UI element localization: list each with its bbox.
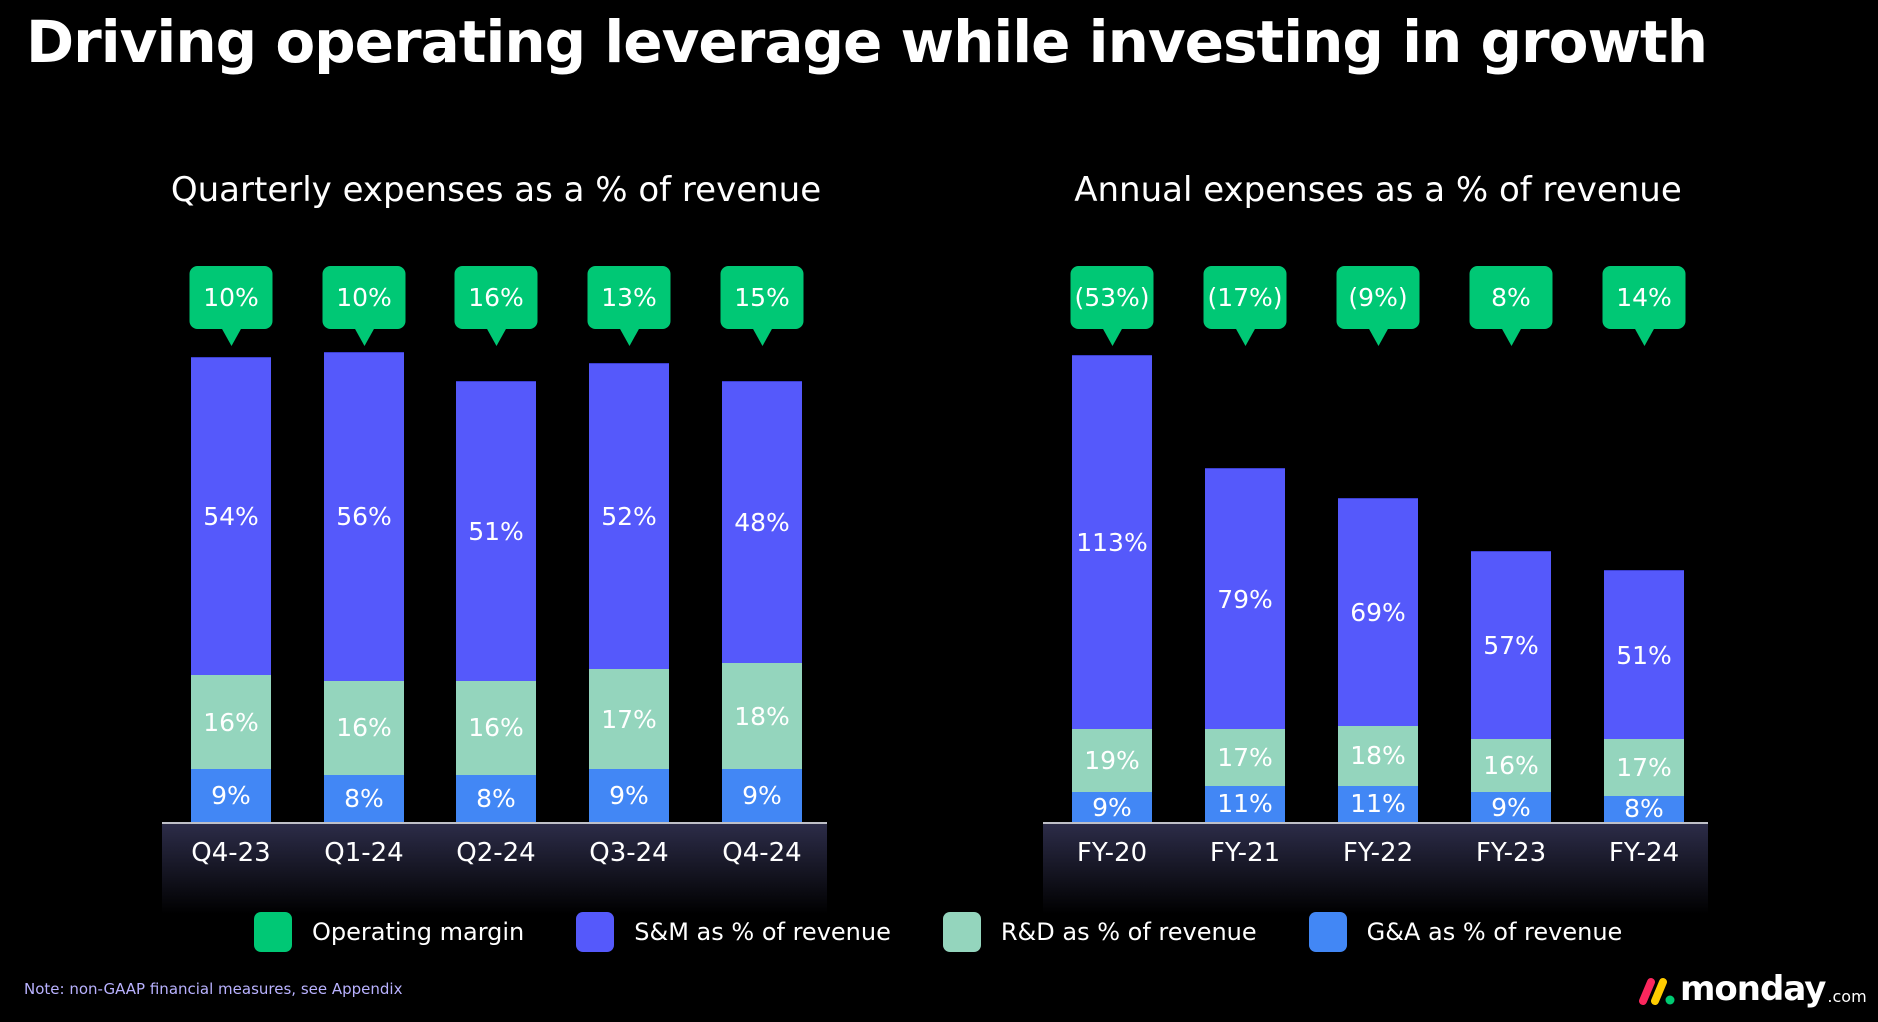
page-title: Driving operating leverage while investi… [26,8,1708,76]
legend-label: R&D as % of revenue [1000,918,1257,946]
annual-bar-ga: 8% [1604,794,1684,823]
quarterly-bar-rd: 16% [191,675,271,770]
logo-text: monday [1680,969,1826,1009]
legend-swatch [1308,912,1347,952]
legend-label: G&A as % of revenue [1366,918,1623,946]
annual-bar-ga: 11% [1338,785,1418,822]
quarterly-category-label: Q2-24 [456,838,536,868]
quarterly-bar-sm: 51% [456,381,536,681]
legend-swatch [254,912,292,952]
legend-item-operating-margin: Operating margin [254,912,524,952]
annual-category-label: FY-23 [1475,838,1547,868]
quarterly-operating-margin-callout: 10% [322,266,406,346]
quarterly-bar-ga: 8% [456,774,536,822]
annual-bar-ga: 9% [1471,792,1551,822]
annual-category-label: FY-22 [1342,838,1414,868]
quarterly-bar-rd: 17% [589,669,669,770]
annual-bar-rd: 17% [1205,729,1285,786]
annual-bar-sm: 113% [1072,355,1152,730]
annual-axis-band [1043,822,1708,914]
annual-bar-rd: 17% [1604,739,1684,796]
annual-category-label: FY-24 [1608,838,1680,868]
legend-label: Operating margin [312,918,525,946]
legend-item-sm: S&M as % of revenue [576,912,891,952]
footnote: Note: non-GAAP financial measures, see A… [24,980,403,998]
quarterly-bar-sm: 56% [324,351,404,681]
legend-label: S&M as % of revenue [634,918,891,946]
quarterly-bar-rd: 16% [456,680,536,775]
quarterly-bar-sm: 52% [589,363,669,670]
annual-operating-margin-callout: (17%) [1203,266,1287,346]
annual-bar-ga: 11% [1205,785,1285,822]
quarterly-bar-ga: 9% [191,769,271,822]
quarterly-operating-margin-callout: 13% [587,266,671,346]
quarterly-chart-title: Quarterly expenses as a % of revenue [170,170,822,210]
quarterly-bar-sm: 54% [191,357,271,675]
quarterly-category-label: Q4-23 [191,838,271,868]
legend-swatch [942,912,981,952]
legend-item-ga: G&A as % of revenue [1308,912,1623,952]
annual-bar-rd: 19% [1072,729,1152,793]
quarterly-category-label: Q3-24 [589,838,669,868]
annual-operating-margin-callout: (9%) [1336,266,1420,346]
annual-operating-margin-callout: 8% [1469,266,1553,346]
quarterly-bar-sm: 48% [722,381,802,664]
quarterly-operating-margin-callout: 15% [720,266,804,346]
annual-category-label: FY-20 [1076,838,1148,868]
logo-suffix: .com [1827,987,1867,1006]
annual-bar-sm: 69% [1338,497,1418,726]
annual-operating-margin-callout: (53%) [1070,266,1154,346]
annual-operating-margin-callout: 14% [1602,266,1686,346]
annual-bar-sm: 57% [1471,550,1551,740]
annual-bar-ga: 9% [1072,792,1152,822]
annual-bar-sm: 79% [1205,467,1285,730]
legend-item-rd: R&D as % of revenue [942,912,1257,952]
quarterly-bar-ga: 9% [589,769,669,822]
quarterly-bar-rd: 16% [324,680,404,775]
annual-bar-rd: 16% [1471,739,1551,793]
legend: Operating margin S&M as % of revenue R&D… [254,912,1674,952]
quarterly-operating-margin-callout: 16% [454,266,538,346]
legend-swatch [576,912,615,952]
annual-category-label: FY-21 [1209,838,1281,868]
quarterly-axis-band [162,822,827,914]
quarterly-bar-rd: 18% [722,663,802,770]
quarterly-category-label: Q1-24 [324,838,404,868]
quarterly-operating-margin-callout: 10% [189,266,273,346]
monday-logo: monday .com [1638,972,1867,1006]
monday-logo-icon [1638,976,1676,1006]
annual-chart-title: Annual expenses as a % of revenue [1074,170,1682,210]
annual-bar-rd: 18% [1338,726,1418,786]
quarterly-category-label: Q4-24 [722,838,802,868]
quarterly-bar-ga: 9% [722,769,802,822]
quarterly-bar-ga: 8% [324,774,404,822]
annual-bar-sm: 51% [1604,570,1684,740]
